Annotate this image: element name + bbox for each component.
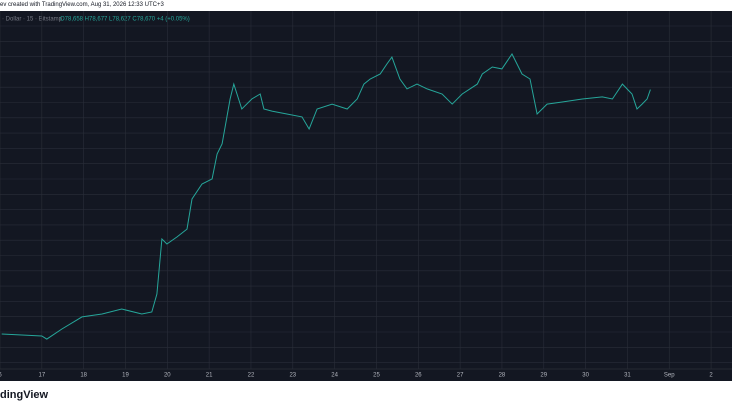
x-tick-label: 2 <box>709 373 713 379</box>
x-tick-label: 26 <box>415 373 422 379</box>
top-bar: ev created with TradingView.com, Aug 31,… <box>0 0 164 11</box>
x-tick-label: 27 <box>457 373 464 379</box>
x-tick-label: 21 <box>206 373 213 379</box>
x-tick-label: 18 <box>80 373 87 379</box>
x-tick-label: 17 <box>38 373 45 379</box>
symbol: · Dollar · 15 · Bitstamp <box>2 17 63 23</box>
brand: dingView <box>0 389 49 401</box>
chart-background <box>0 11 732 381</box>
x-tick-label: 25 <box>373 373 380 379</box>
x-tick-label: 31 <box>624 373 631 379</box>
x-tick-label: Sep <box>664 373 675 379</box>
x-tick-label: 19 <box>122 373 129 379</box>
price-line <box>1 53 651 340</box>
chart: · Dollar · 15 · Bitstamp O78,658 H78,677… <box>0 11 732 381</box>
x-tick-label: 20 <box>164 373 171 379</box>
grid-pattern <box>0 25 732 363</box>
x-tick-label: 24 <box>331 373 338 379</box>
x-tick-label: 23 <box>289 373 296 379</box>
x-tick-label: 29 <box>540 373 547 379</box>
ohlc: O78,658 H78,677 L78,627 C78,670 +4 (+0.0… <box>60 17 190 23</box>
x-tick-label: 22 <box>248 373 255 379</box>
x-tick-label: 28 <box>499 373 506 379</box>
x-tick-label: 30 <box>582 373 589 379</box>
x-tick-label: 6 <box>0 373 2 379</box>
caption: ev created with TradingView.com, Aug 31,… <box>0 2 164 8</box>
